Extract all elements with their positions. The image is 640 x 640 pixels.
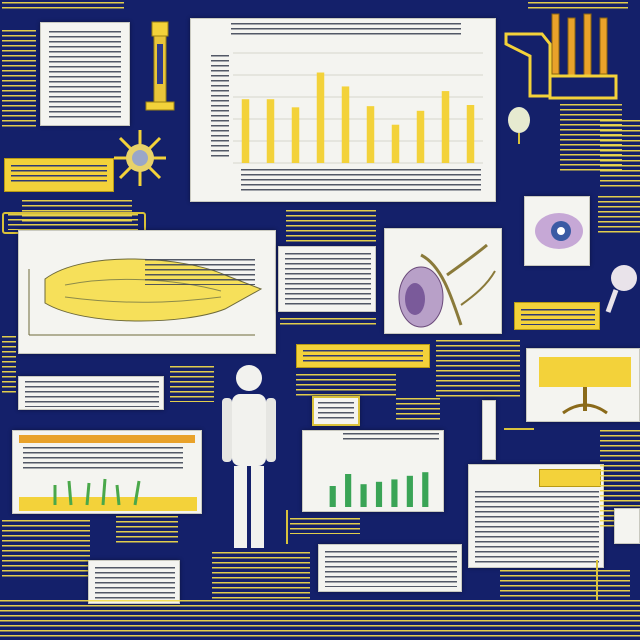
green-chart-bar — [329, 486, 336, 507]
anatomy-illustration-card — [18, 230, 276, 354]
far-right-card — [614, 508, 640, 544]
bottom-left-card — [88, 560, 180, 604]
text-document-card — [278, 246, 376, 312]
left-text-card-lines — [25, 381, 159, 407]
chart-bar — [266, 99, 275, 163]
small-framed-card — [312, 396, 360, 426]
eye-specimen-card — [524, 196, 590, 266]
mid-text-block — [396, 398, 440, 420]
right-stack-lines — [475, 491, 599, 563]
left-column-text-1 — [2, 30, 36, 128]
center-left-text-block — [212, 552, 310, 600]
chart-bar — [291, 107, 300, 163]
bulb-specimen-icon — [508, 107, 530, 144]
green-bar-chart — [329, 472, 429, 507]
left-bottom-text-2 — [2, 520, 90, 578]
green-chart-bar — [360, 484, 367, 507]
chart-bar — [416, 110, 425, 163]
chart-bar — [366, 106, 375, 163]
sprouts-card — [12, 430, 202, 514]
chart-title-lines — [231, 23, 461, 37]
document-lines — [285, 253, 371, 307]
center-bar-chart — [233, 52, 483, 164]
center-text-block — [296, 374, 396, 396]
table-card — [318, 544, 462, 592]
fish-anatomy-icon — [28, 258, 263, 336]
strip-lines-center — [303, 350, 423, 364]
chart-bar — [466, 105, 475, 163]
sprouts-text-lines — [23, 447, 183, 469]
pipe-organ-icon — [504, 13, 618, 100]
microscope-icon — [145, 21, 175, 111]
connector-line-1 — [504, 428, 534, 430]
connector-line-2 — [286, 510, 288, 544]
chart-x-tick-labels — [241, 169, 481, 191]
left-text-block-3 — [170, 366, 214, 402]
connector-line-3 — [596, 560, 598, 600]
green-chart-bar — [422, 472, 429, 507]
chart-bar — [316, 72, 325, 163]
strip-lines — [11, 165, 107, 185]
card-text-lines — [49, 31, 121, 119]
center-chart-panel — [190, 18, 496, 202]
sunburst-icon — [114, 130, 166, 186]
left-text-card — [18, 376, 164, 410]
right-yellow-strip — [514, 302, 600, 330]
human-figure-icon — [222, 365, 276, 548]
left-bottom-text-1 — [116, 516, 178, 546]
center-caption-text — [280, 318, 376, 326]
center-yellow-strip — [296, 344, 430, 368]
right-stack-yellow-box — [539, 469, 601, 487]
sprouts-header-bar — [19, 435, 195, 443]
green-chart-bar — [345, 474, 352, 507]
green-chart-panel — [302, 430, 444, 512]
green-chart-bar — [406, 475, 413, 507]
center-right-text-block — [436, 340, 520, 400]
strip-lines-right — [521, 309, 595, 325]
green-chart-bar — [375, 481, 383, 507]
bottom-right-text — [500, 570, 630, 598]
green-chart-title — [343, 433, 439, 441]
tree-icon — [539, 357, 631, 415]
anatomy-labels — [145, 259, 255, 285]
bottom-text-strip — [0, 600, 640, 638]
chart-bar — [241, 99, 250, 163]
tall-narrow-card — [482, 400, 496, 460]
left-yellow-strip — [4, 158, 114, 192]
plant-specimen-card — [384, 228, 502, 334]
green-chart-bar — [391, 479, 398, 507]
plant-specimen-icon — [398, 243, 496, 328]
eye-specimen-icon — [535, 213, 583, 249]
header-scribble — [2, 2, 124, 12]
right-text-column-2 — [598, 196, 640, 236]
table-card-lines — [325, 551, 457, 587]
left-text-block-2 — [2, 336, 16, 396]
small-card-lines — [318, 402, 354, 420]
leaf-sprouts-icon — [19, 478, 197, 511]
top-left-card — [40, 22, 130, 126]
top-right-header-text — [528, 2, 628, 10]
center-bottom-text — [290, 518, 360, 534]
right-document-stack — [468, 464, 604, 568]
chart-y-tick-labels — [211, 55, 229, 159]
chart-bar — [341, 86, 350, 163]
right-text-column-1 — [600, 120, 640, 190]
tree-card — [526, 348, 640, 422]
section-heading-text — [8, 214, 138, 230]
bottom-left-card-lines — [95, 567, 175, 599]
chart-bar — [441, 91, 450, 163]
magnifier-icon — [605, 265, 637, 313]
chart-bar — [391, 124, 400, 163]
center-heading-text — [286, 210, 376, 244]
